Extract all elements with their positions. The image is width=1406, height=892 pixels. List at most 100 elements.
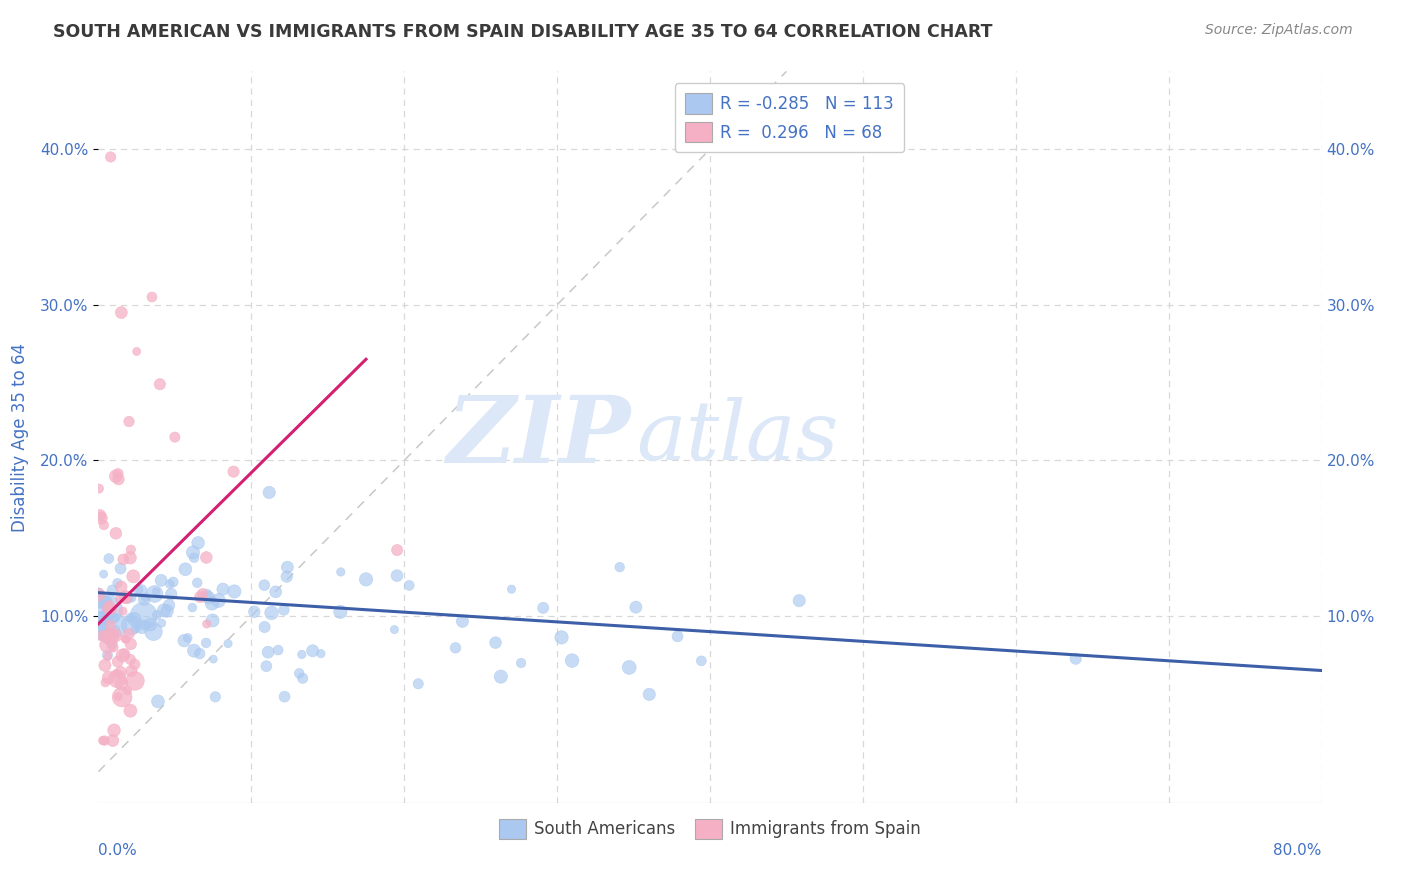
Point [384, 623, 406, 637]
Point [501, 582, 523, 597]
Point [105, 576, 128, 591]
Point [97, 601, 120, 615]
Point [87, 482, 110, 496]
Point [146, 694, 169, 708]
Point [120, 704, 142, 718]
Point [125, 344, 148, 359]
Point [188, 647, 211, 661]
Point [406, 677, 429, 691]
Point [115, 632, 138, 647]
Point [96, 648, 118, 662]
Point [114, 647, 136, 661]
Point [124, 657, 146, 672]
Point [134, 618, 156, 632]
Point [150, 574, 173, 588]
Point [201, 614, 224, 628]
Point [114, 590, 136, 604]
Point [181, 600, 204, 615]
Point [122, 569, 145, 583]
Point [619, 660, 641, 674]
Point [354, 573, 377, 587]
Point [204, 690, 226, 704]
Legend: South Americans, Immigrants from Spain: South Americans, Immigrants from Spain [492, 812, 928, 846]
Point [257, 645, 280, 659]
Point [276, 569, 298, 583]
Point [329, 565, 352, 579]
Point [100, 636, 122, 650]
Point [118, 415, 141, 429]
Point [398, 578, 420, 592]
Point [124, 673, 146, 688]
Point [103, 723, 125, 738]
Point [191, 587, 214, 601]
Point [118, 627, 141, 641]
Point [183, 643, 205, 657]
Point [110, 561, 132, 575]
Point [150, 616, 173, 631]
Point [105, 672, 128, 686]
Point [160, 587, 183, 601]
Point [257, 485, 280, 500]
Point [93, 623, 115, 637]
Text: 80.0%: 80.0% [1274, 843, 1322, 858]
Point [87, 612, 110, 626]
Point [143, 587, 166, 601]
Point [98, 630, 121, 644]
Point [385, 568, 408, 582]
Text: SOUTH AMERICAN VS IMMIGRANTS FROM SPAIN DISABILITY AGE 35 TO 64 CORRELATION CHAR: SOUTH AMERICAN VS IMMIGRANTS FROM SPAIN … [53, 23, 993, 41]
Point [89, 626, 111, 640]
Point [94, 630, 117, 644]
Point [174, 562, 197, 576]
Point [157, 598, 180, 612]
Point [159, 577, 181, 591]
Point [195, 617, 218, 632]
Point [111, 690, 134, 704]
Point [489, 670, 512, 684]
Point [89, 508, 111, 523]
Point [276, 560, 298, 574]
Point [222, 465, 245, 479]
Point [156, 604, 179, 618]
Point [638, 687, 661, 701]
Point [291, 648, 314, 662]
Point [195, 636, 218, 650]
Point [201, 596, 224, 610]
Point [195, 588, 218, 602]
Point [561, 654, 583, 668]
Point [110, 305, 132, 319]
Point [94, 675, 117, 690]
Point [142, 624, 165, 639]
Point [260, 606, 283, 620]
Point [124, 622, 146, 636]
Point [120, 611, 142, 625]
Point [787, 593, 810, 607]
Point [451, 615, 474, 629]
Point [120, 542, 142, 557]
Point [224, 584, 246, 599]
Point [103, 618, 125, 632]
Point [162, 575, 184, 590]
Point [173, 633, 195, 648]
Point [309, 647, 332, 661]
Point [444, 640, 467, 655]
Point [264, 585, 287, 599]
Point [301, 644, 323, 658]
Point [114, 591, 136, 605]
Point [163, 430, 186, 444]
Point [207, 593, 229, 607]
Point [103, 640, 125, 655]
Point [97, 629, 120, 643]
Point [690, 654, 713, 668]
Point [117, 591, 139, 606]
Point [91, 733, 114, 747]
Point [110, 580, 132, 594]
Point [131, 620, 153, 634]
Point [273, 690, 295, 704]
Point [103, 611, 125, 625]
Point [186, 575, 208, 590]
Point [107, 472, 129, 486]
Point [288, 666, 311, 681]
Point [145, 584, 167, 599]
Point [291, 671, 314, 685]
Point [120, 637, 142, 651]
